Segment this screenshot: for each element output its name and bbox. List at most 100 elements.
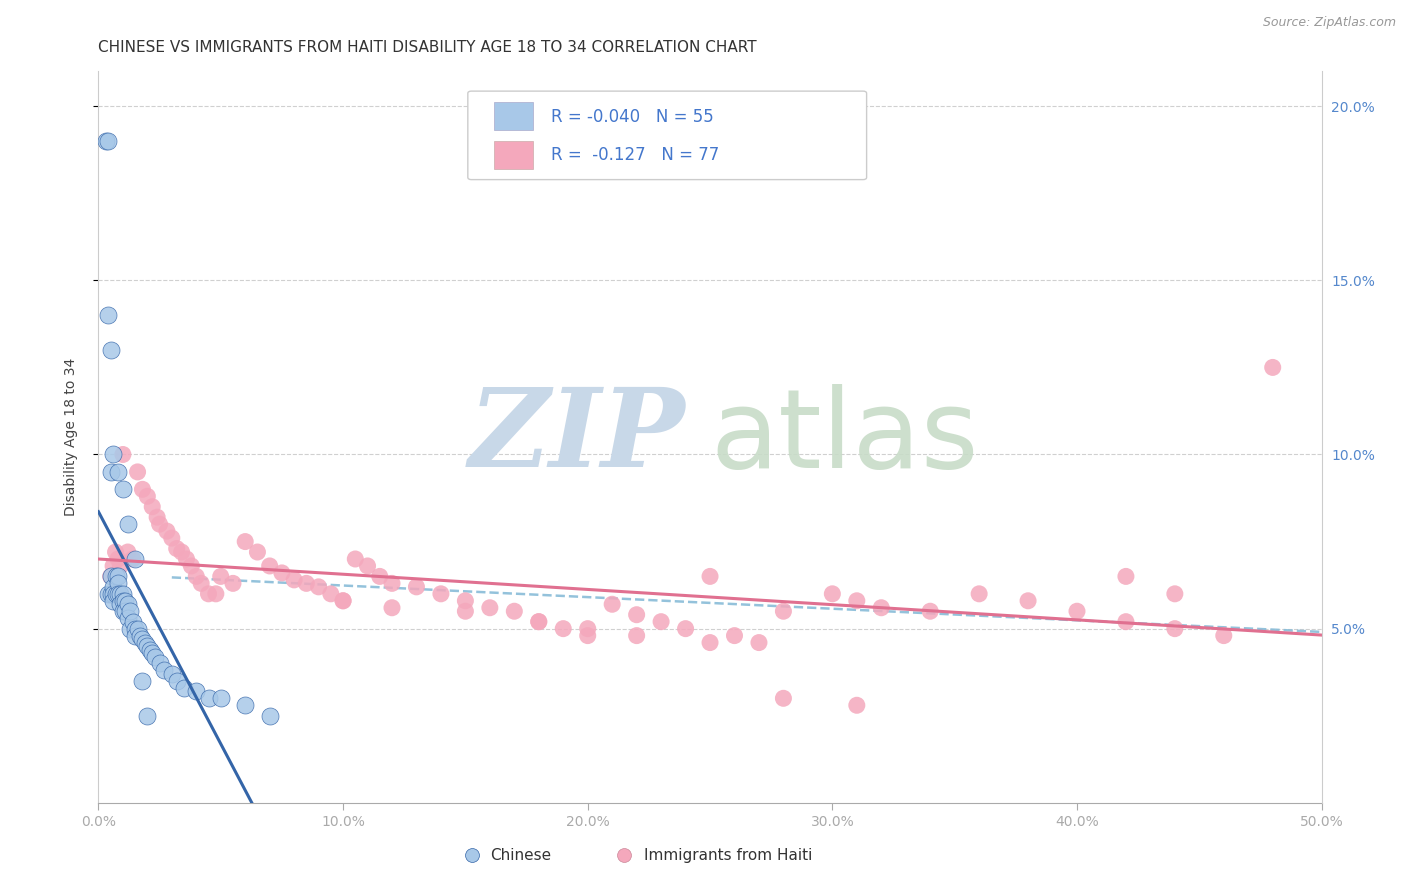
Point <box>124 552 146 566</box>
Point <box>111 604 134 618</box>
Point <box>117 545 139 559</box>
Bar <box>494 103 533 130</box>
Point <box>124 622 146 636</box>
Point <box>626 607 648 622</box>
Point <box>107 569 129 583</box>
Point <box>104 545 127 559</box>
Point <box>356 558 378 573</box>
Point <box>166 541 188 556</box>
Text: CHINESE VS IMMIGRANTS FROM HAITI DISABILITY AGE 18 TO 34 CORRELATION CHART: CHINESE VS IMMIGRANTS FROM HAITI DISABIL… <box>98 40 756 55</box>
Point <box>233 534 256 549</box>
Point <box>100 569 122 583</box>
Point <box>259 708 281 723</box>
Point <box>600 597 623 611</box>
Point <box>1115 569 1137 583</box>
Point <box>101 580 124 594</box>
Point <box>117 517 139 532</box>
Point <box>104 569 127 583</box>
Point <box>675 622 697 636</box>
Point <box>626 629 648 643</box>
Point <box>308 580 330 594</box>
Point <box>478 600 501 615</box>
Point <box>332 594 354 608</box>
Point <box>233 698 256 713</box>
Point <box>146 510 169 524</box>
Point <box>141 500 163 514</box>
Point <box>111 587 134 601</box>
Point <box>136 639 159 653</box>
Point <box>136 489 159 503</box>
Point <box>111 594 134 608</box>
Point <box>94 134 117 148</box>
Point <box>259 558 281 573</box>
Point <box>209 691 232 706</box>
Point <box>156 524 179 538</box>
Point <box>967 587 990 601</box>
Point <box>107 465 129 479</box>
Point <box>134 635 156 649</box>
FancyBboxPatch shape <box>468 91 866 179</box>
Point <box>107 587 129 601</box>
Point <box>101 587 124 601</box>
Point <box>131 632 153 646</box>
Point <box>100 587 122 601</box>
Point <box>110 558 132 573</box>
Point <box>160 531 183 545</box>
Point <box>1164 622 1187 636</box>
Point <box>186 569 208 583</box>
Point <box>1017 594 1039 608</box>
Point <box>319 587 342 601</box>
Point <box>160 667 183 681</box>
Point <box>120 622 142 636</box>
Point <box>381 600 404 615</box>
Point <box>1066 604 1088 618</box>
Text: Immigrants from Haiti: Immigrants from Haiti <box>644 848 813 863</box>
Point <box>100 465 122 479</box>
Point <box>127 465 149 479</box>
Point <box>104 587 127 601</box>
Point <box>100 343 122 357</box>
Point <box>100 569 122 583</box>
Point <box>246 545 269 559</box>
Point <box>920 604 942 618</box>
Point <box>114 594 136 608</box>
Point <box>143 649 166 664</box>
Point <box>117 597 139 611</box>
Point <box>190 576 212 591</box>
Point <box>107 552 129 566</box>
Point <box>344 552 367 566</box>
Point <box>332 594 354 608</box>
Point <box>136 708 159 723</box>
Point <box>186 684 208 698</box>
Point <box>197 691 219 706</box>
Point <box>124 629 146 643</box>
Point <box>430 587 453 601</box>
Point <box>97 308 120 322</box>
Point <box>97 134 120 148</box>
Point <box>170 545 193 559</box>
Point <box>166 673 188 688</box>
Point <box>131 673 153 688</box>
Point <box>97 587 120 601</box>
Point <box>111 483 134 497</box>
Point <box>197 587 219 601</box>
Point <box>101 558 124 573</box>
Point <box>1115 615 1137 629</box>
Point <box>283 573 305 587</box>
Text: R = -0.040   N = 55: R = -0.040 N = 55 <box>551 108 714 126</box>
Point <box>553 622 575 636</box>
Point <box>527 615 550 629</box>
Text: R =  -0.127   N = 77: R = -0.127 N = 77 <box>551 146 720 164</box>
Point <box>209 569 232 583</box>
Point <box>121 615 143 629</box>
Point <box>699 635 721 649</box>
Point <box>845 698 868 713</box>
Point <box>821 587 844 601</box>
Bar <box>494 141 533 169</box>
Point <box>454 594 477 608</box>
Point <box>772 691 794 706</box>
Point <box>149 657 172 671</box>
Point <box>120 604 142 618</box>
Point <box>153 664 176 678</box>
Point <box>205 587 228 601</box>
